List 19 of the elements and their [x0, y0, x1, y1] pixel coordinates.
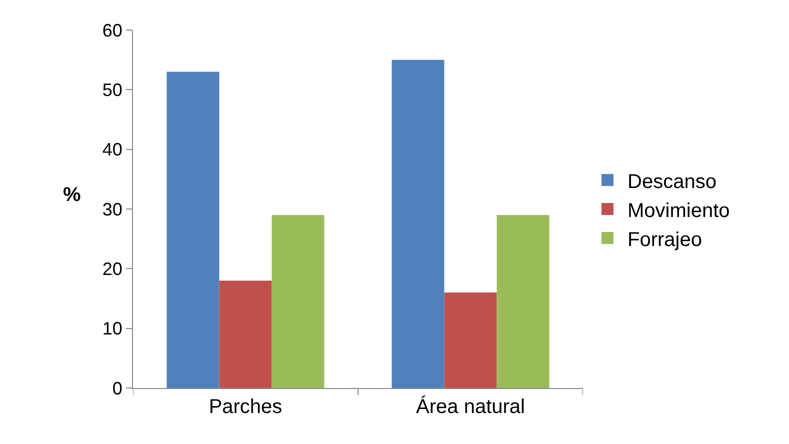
y-tick-label: 10 [102, 318, 122, 339]
x-tick-label: Parches [208, 396, 282, 418]
bar [392, 60, 444, 388]
y-axis-title: % [63, 184, 81, 206]
legend-label: Movimiento [628, 200, 730, 222]
y-tick-label: 50 [102, 80, 122, 100]
legend-label: Forrajeo [628, 228, 702, 251]
y-tick-label: 20 [102, 258, 122, 279]
y-tick-label: 60 [102, 20, 122, 40]
legend-label: Descanso [628, 170, 716, 193]
y-tick-label: 0 [112, 378, 122, 398]
x-tick-label: Área natural [416, 395, 525, 418]
y-tick-label: 40 [102, 140, 122, 160]
bar [444, 292, 497, 388]
bar [272, 214, 324, 388]
y-tick-label: 30 [102, 199, 122, 220]
bar [219, 280, 272, 388]
bar [496, 214, 550, 388]
bar [166, 72, 220, 388]
